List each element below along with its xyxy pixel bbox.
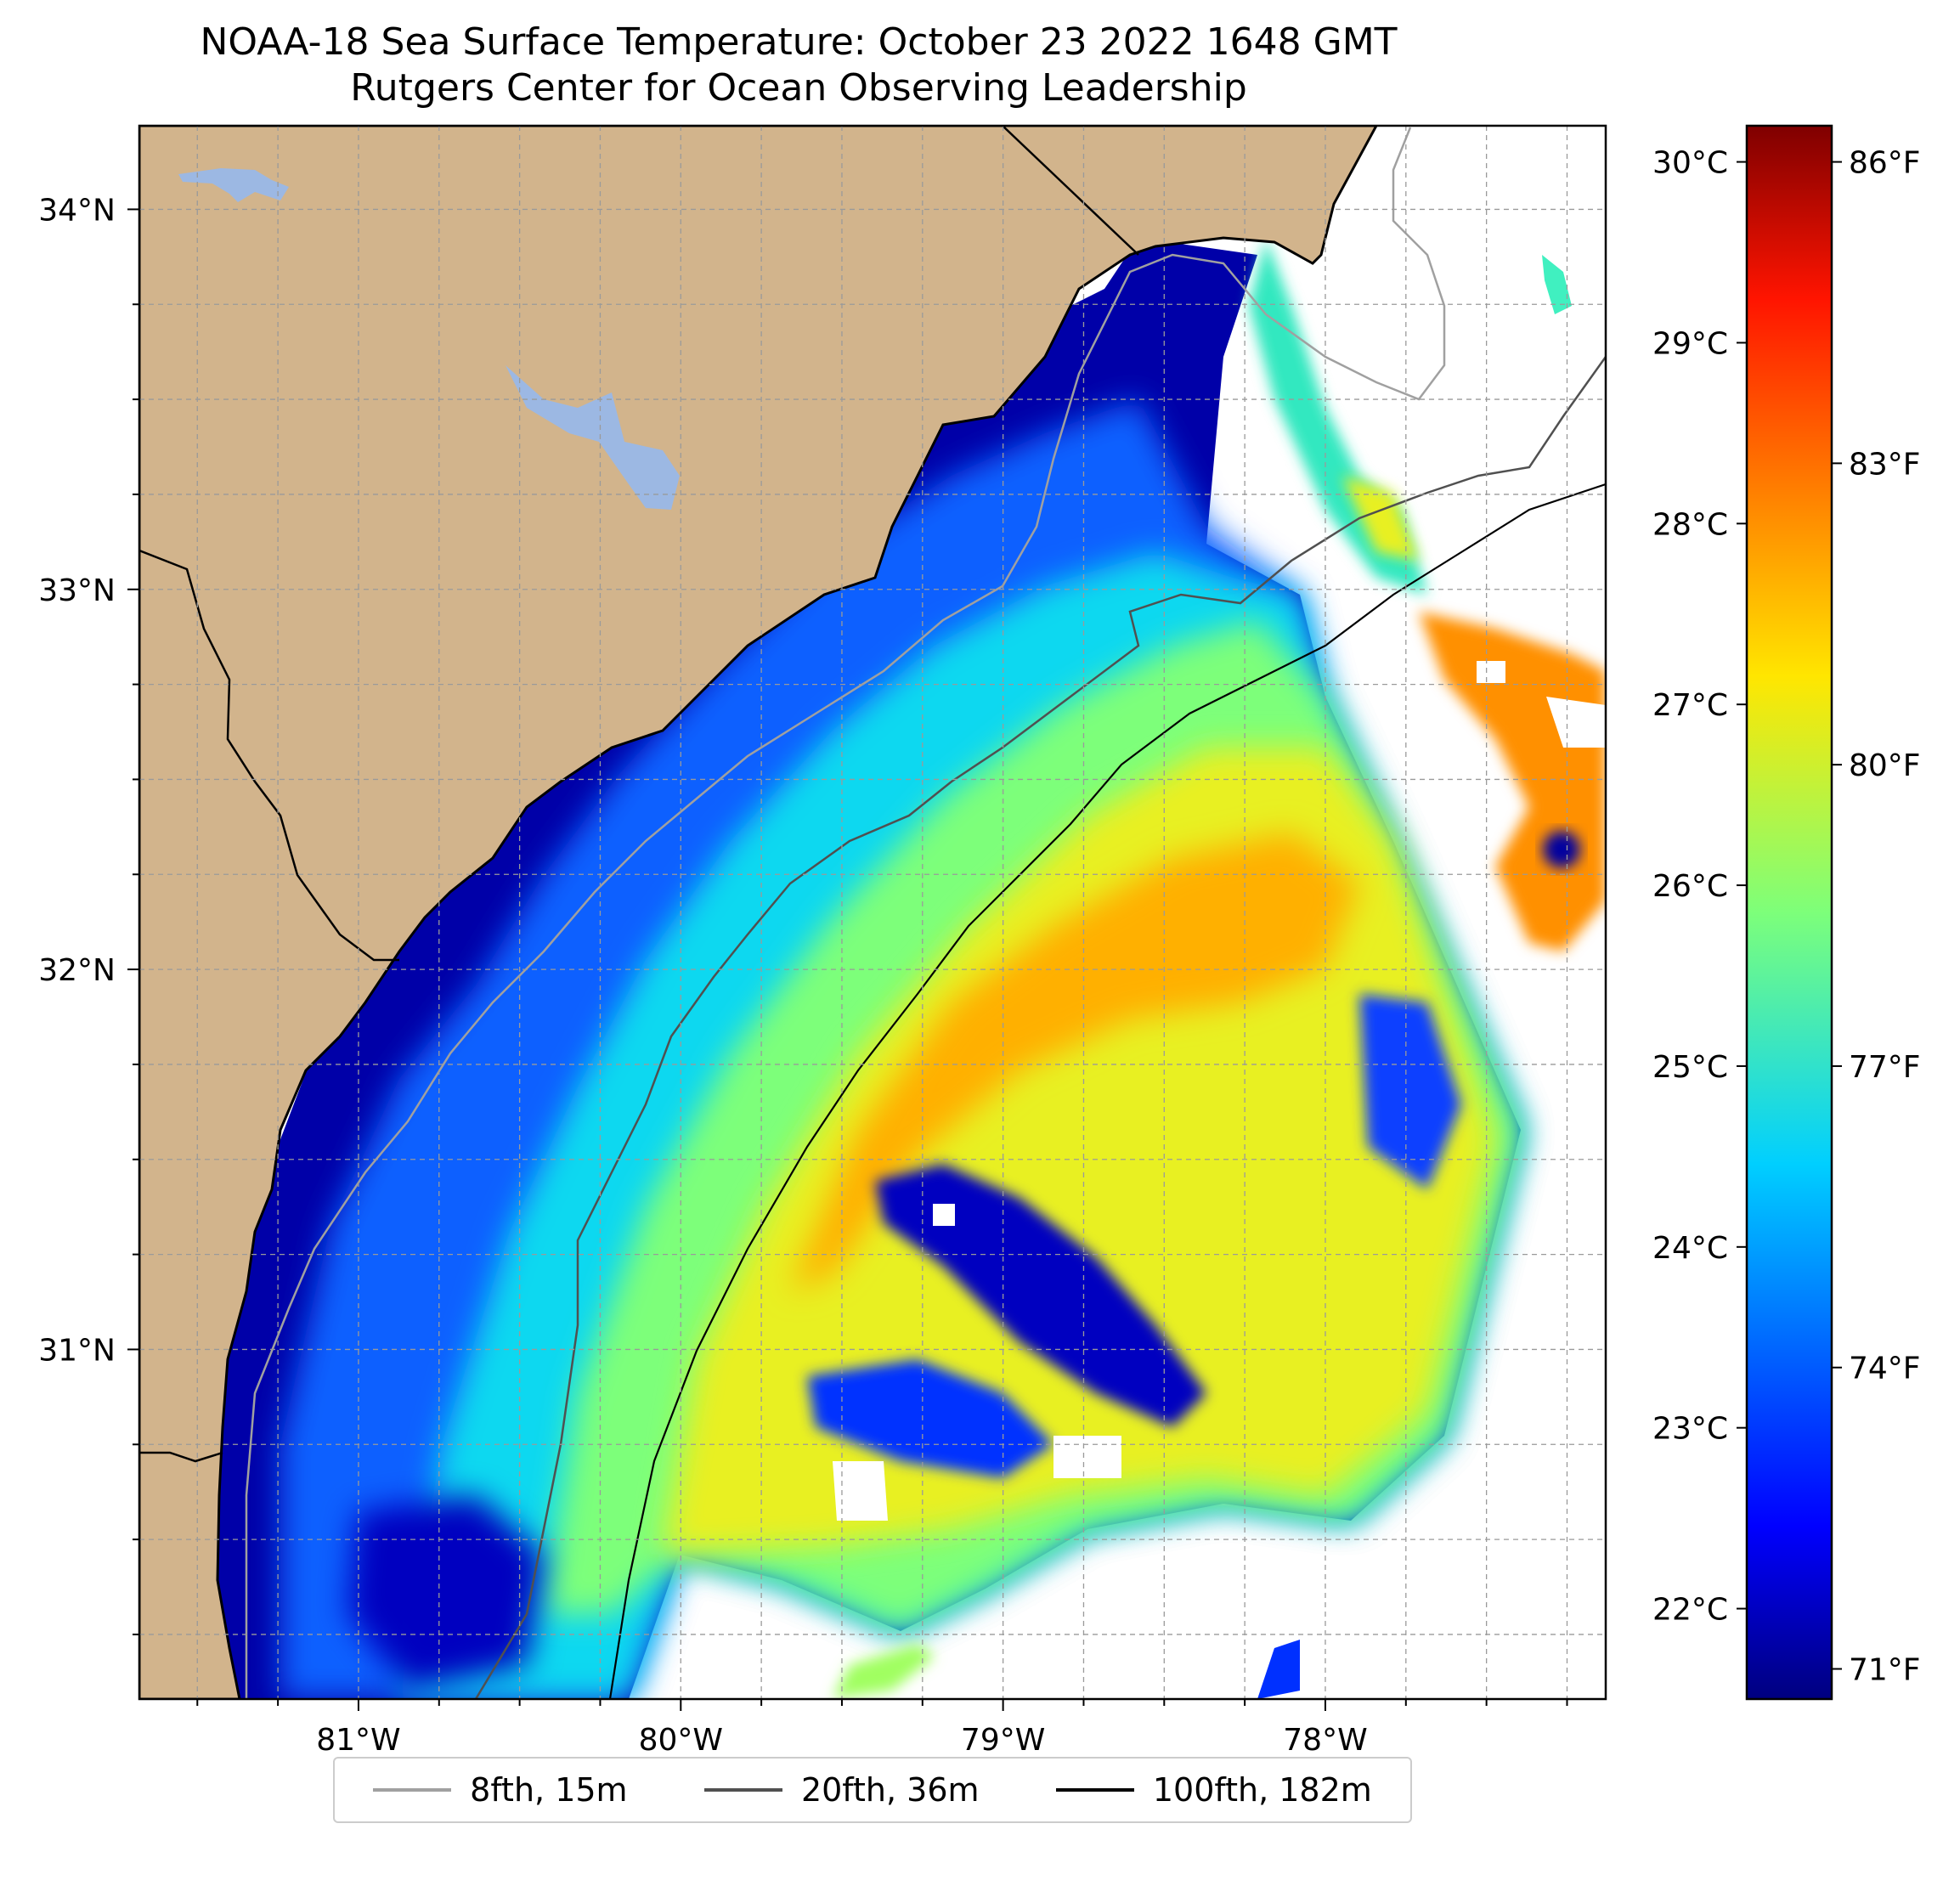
colorbar-celsius-label: 26°C: [1652, 869, 1728, 904]
colorbar-fahrenheit-label: 83°F: [1849, 447, 1921, 482]
legend-label-8fth: 8fth, 15m: [470, 1771, 628, 1809]
legend-swatch-100fth: [1055, 1788, 1134, 1792]
colorbar-celsius-label: 27°C: [1652, 688, 1728, 723]
legend-swatch-20fth: [703, 1788, 782, 1792]
legend-label-20fth: 20fth, 36m: [800, 1771, 980, 1809]
legend-swatch-8fth: [373, 1788, 452, 1792]
colorbar-celsius-label: 30°C: [1652, 146, 1728, 181]
colorbar-celsius-label: 24°C: [1652, 1231, 1728, 1266]
colorbar-fahrenheit-label: 74°F: [1849, 1352, 1921, 1386]
lon-tick-label: 79°W: [961, 1723, 1045, 1758]
county-border-south: [139, 1451, 223, 1463]
isobath-20fth: [474, 356, 1606, 1699]
lat-tick-label: 32°N: [38, 953, 116, 988]
colorbar-celsius-label: 23°C: [1652, 1412, 1728, 1447]
colorbar-celsius-axis: 22°C 23°C 24°C 25°C 26°C 27°C 28°C 29°C 30°C: [1652, 146, 1747, 1628]
land: [139, 126, 1378, 1699]
county-border: [139, 549, 399, 962]
isobath-legend: 8fth, 15m 20fth, 36m 100fth, 182m: [333, 1757, 1412, 1823]
colorbar-gradient: [1747, 126, 1832, 1699]
lat-tick-label: 33°N: [38, 573, 116, 608]
state-border: [1002, 126, 1139, 256]
colorbar-frame: [1745, 124, 1833, 1701]
lon-tick-label: 80°W: [639, 1723, 723, 1758]
colorbar-celsius-label: 25°C: [1652, 1050, 1728, 1085]
sst-small-patch-top: [1542, 255, 1572, 314]
colorbar-fahrenheit-axis: 71°F 74°F 77°F 80°F 83°F 86°F: [1832, 146, 1921, 1688]
sst-band-orange: [790, 833, 1359, 1291]
sst-cold-patch-sw: [348, 1495, 544, 1691]
lon-tick-label: 81°W: [316, 1723, 400, 1758]
legend-item-100fth: 100fth, 182m: [1055, 1771, 1372, 1809]
lake-marion: [178, 168, 289, 202]
colorbar-celsius-label: 28°C: [1652, 507, 1728, 542]
lake-moultrie: [506, 365, 680, 510]
lon-tick-label: 78°W: [1283, 1723, 1367, 1758]
no-data-holes: [833, 661, 1606, 1521]
colorbar-celsius-label: 29°C: [1652, 326, 1728, 361]
sst-ne-warm: [1342, 476, 1419, 561]
sst-bottom-strip: [833, 1644, 935, 1699]
sst-field: [212, 238, 1606, 1699]
sst-far-east-cold-spot: [1543, 831, 1580, 868]
map-axis-ticks: [127, 208, 1568, 1711]
figure-title-line1: NOAA-18 Sea Surface Temperature: October…: [200, 20, 1398, 64]
colorbar-celsius-label: 22°C: [1652, 1593, 1728, 1628]
lat-tick-label: 31°N: [38, 1333, 116, 1368]
map-frame: [138, 124, 1607, 1701]
legend-label-100fth: 100fth, 182m: [1152, 1771, 1372, 1809]
gridlines: [139, 126, 1606, 1699]
isobath-100fth: [608, 483, 1606, 1699]
sst-bottom-blue-strip: [1257, 1640, 1300, 1699]
lat-tick-label: 34°N: [38, 193, 116, 228]
legend-item-8fth: 8fth, 15m: [373, 1771, 628, 1809]
sst-cold-patch-south: [807, 1359, 1053, 1478]
figure-title-line2: Rutgers Center for Ocean Observing Leade…: [350, 66, 1247, 110]
legend-item-20fth: 20fth, 36m: [703, 1771, 980, 1809]
colorbar-fahrenheit-label: 80°F: [1849, 748, 1921, 783]
map-area[interactable]: [139, 126, 1606, 1699]
colorbar-fahrenheit-label: 86°F: [1849, 146, 1921, 181]
colorbar-fahrenheit-label: 77°F: [1849, 1050, 1921, 1085]
map-axis-labels: 81°W 80°W 79°W 78°W 31°N 32°N 33°N 34°N: [38, 193, 1367, 1758]
sst-cold-patch-east: [1359, 994, 1461, 1189]
colorbar-fahrenheit-label: 71°F: [1849, 1653, 1921, 1688]
sst-cold-eddy: [875, 1164, 1206, 1427]
